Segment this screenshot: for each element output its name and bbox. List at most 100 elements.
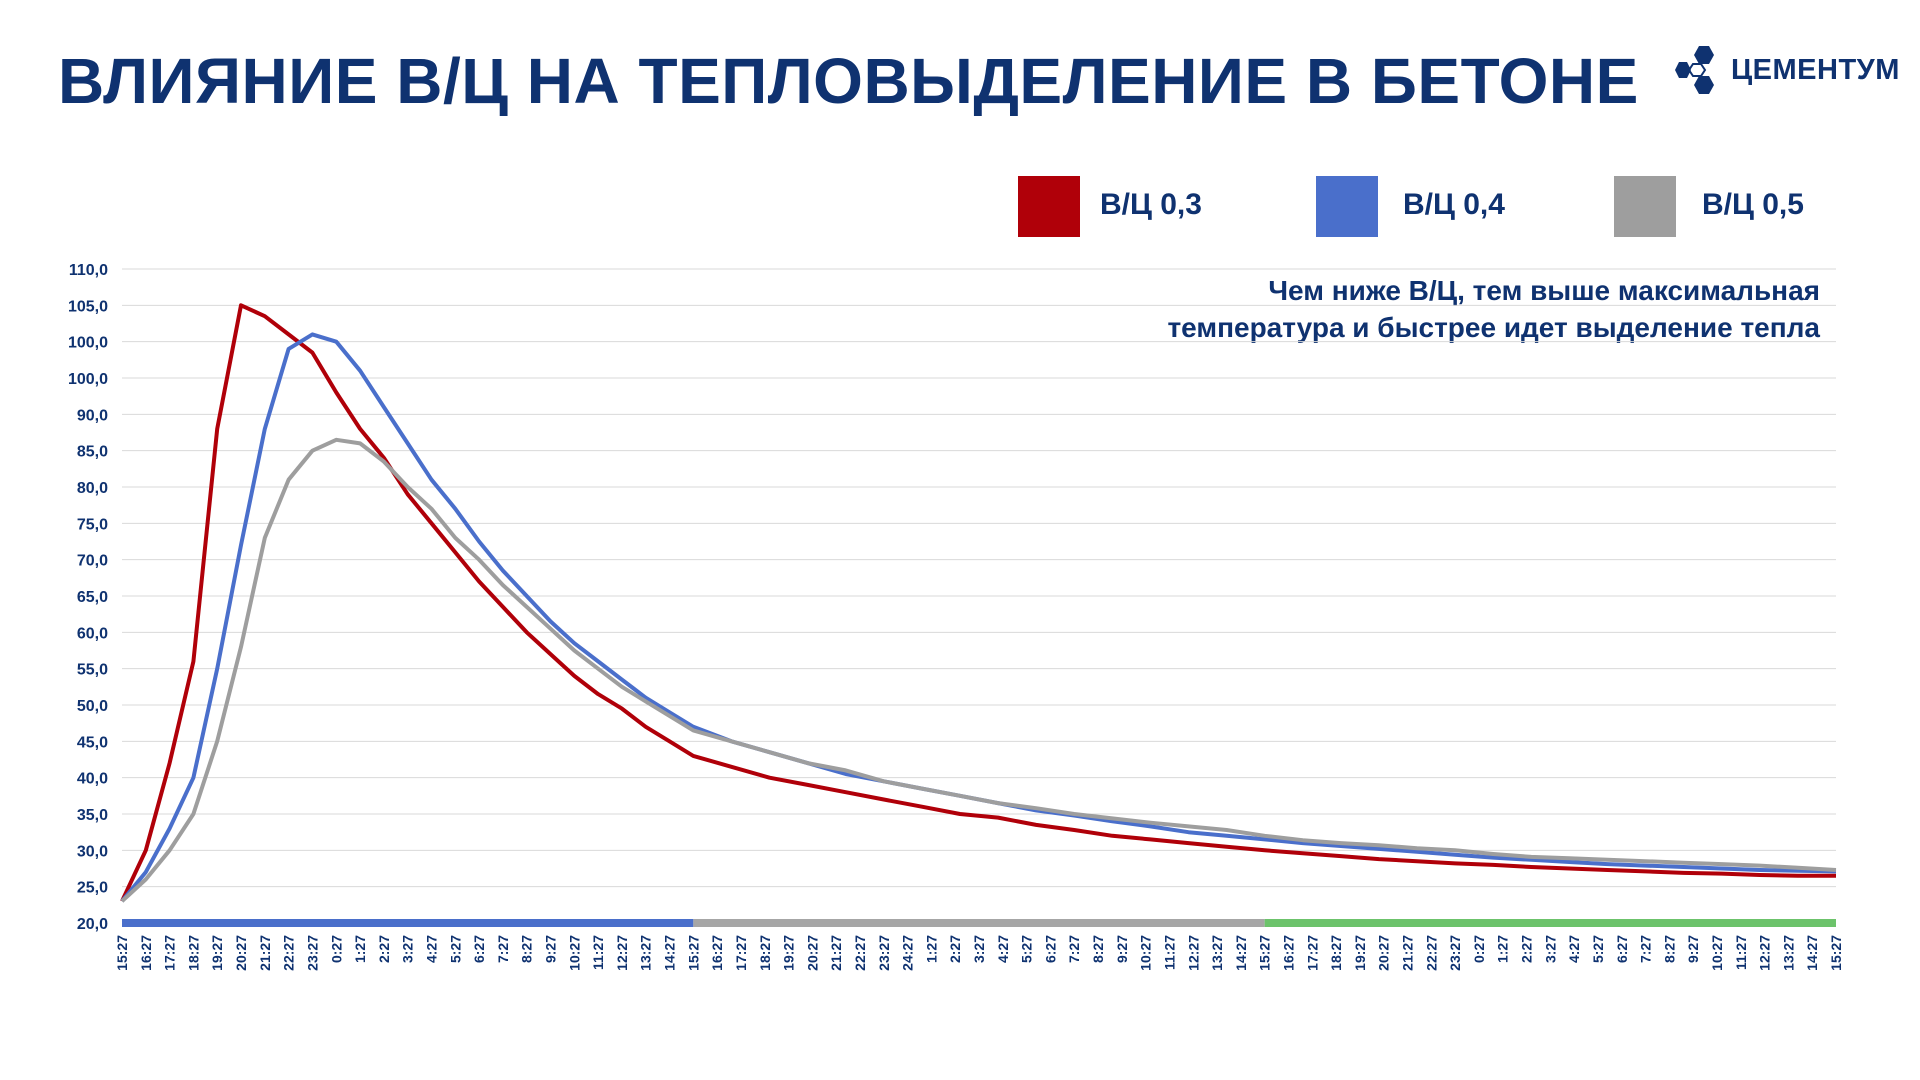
x-tick-label: 14:27 — [662, 935, 678, 971]
x-tick-label: 2:27 — [376, 935, 392, 963]
time-band — [122, 919, 694, 927]
x-tick-label: 20:27 — [233, 935, 249, 971]
x-tick-label: 16:27 — [709, 935, 725, 971]
x-tick-label: 12:27 — [1185, 935, 1201, 971]
y-axis-ticks: 20,0 25,0 30,0 35,0 40,0 45,0 50,0 55,0 60,0 65,0… — [68, 262, 108, 933]
x-tick-label: 13:27 — [1780, 935, 1796, 971]
y-tick-label: 40,0 — [77, 771, 108, 788]
x-tick-label: 7:27 — [1066, 935, 1082, 963]
x-tick-label: 19:27 — [209, 935, 225, 971]
x-tick-label: 8:27 — [1661, 935, 1677, 963]
y-tick-label: 60,0 — [77, 625, 108, 642]
x-tick-label: 2:27 — [947, 935, 963, 963]
hexagon-logo-icon — [1675, 46, 1714, 94]
x-axis-ticks: 15:27 16:27 17:27 18:27 19:27 20:27 21:27 22:27… — [114, 935, 1844, 971]
y-tick-label: 100,0 — [68, 371, 108, 388]
x-tick-label: 0:27 — [1471, 935, 1487, 963]
legend-label-wc03: В/Ц 0,3 — [1100, 188, 1202, 221]
x-tick-label: 24:27 — [900, 935, 916, 971]
x-tick-label: 16:27 — [1280, 935, 1296, 971]
logo-text: ЦЕМЕНТУМ — [1731, 54, 1900, 86]
x-tick-label: 13:27 — [638, 935, 654, 971]
x-tick-label: 11:27 — [1161, 935, 1177, 970]
annotation-line-1: Чем ниже В/Ц, тем выше максимальная — [1268, 275, 1820, 306]
page-title: ВЛИЯНИЕ В/Ц НА ТЕПЛОВЫДЕЛЕНИЕ В БЕТОНЕ — [58, 45, 1639, 117]
chart-grid — [122, 268, 1836, 888]
x-tick-label: 5:27 — [1590, 935, 1606, 963]
x-tick-label: 4:27 — [423, 935, 439, 963]
y-tick-label: 30,0 — [77, 843, 108, 860]
x-tick-label: 22:27 — [852, 935, 868, 971]
x-tick-label: 9:27 — [1114, 935, 1130, 963]
legend-swatch-wc04 — [1316, 176, 1378, 237]
y-tick-label: 75,0 — [77, 516, 108, 533]
legend-swatch-wc05 — [1614, 176, 1676, 237]
x-tick-label: 6:27 — [471, 935, 487, 963]
time-bands — [122, 919, 1836, 927]
y-tick-label: 110,0 — [69, 262, 108, 279]
x-tick-label: 3:27 — [1542, 935, 1558, 963]
x-tick-label: 15:27 — [1257, 935, 1273, 971]
x-tick-label: 18:27 — [1328, 935, 1344, 971]
series-lines — [120, 303, 1837, 903]
x-tick-label: 9:27 — [543, 935, 559, 963]
x-tick-label: 10:27 — [1709, 935, 1725, 971]
y-tick-label: 100,0 — [68, 335, 108, 352]
x-tick-label: 1:27 — [1495, 935, 1511, 963]
x-tick-label: 1:27 — [923, 935, 939, 963]
x-tick-label: 23:27 — [1447, 935, 1463, 971]
x-tick-label: 21:27 — [1400, 935, 1416, 971]
x-tick-label: 22:27 — [1423, 935, 1439, 971]
x-tick-label: 17:27 — [162, 935, 178, 971]
x-tick-label: 20:27 — [1376, 935, 1392, 971]
x-tick-label: 22:27 — [281, 935, 297, 971]
y-tick-label: 90,0 — [77, 407, 108, 424]
x-tick-label: 16:27 — [138, 935, 154, 971]
x-tick-label: 12:27 — [614, 935, 630, 971]
time-band — [1264, 919, 1836, 927]
x-tick-label: 23:27 — [304, 935, 320, 971]
y-tick-label: 50,0 — [77, 698, 108, 715]
x-tick-label: 8:27 — [1090, 935, 1106, 963]
x-tick-label: 4:27 — [1566, 935, 1582, 963]
x-tick-label: 20:27 — [804, 935, 820, 971]
x-tick-label: 6:27 — [1042, 935, 1058, 963]
x-tick-label: 18:27 — [757, 935, 773, 971]
x-tick-label: 2:27 — [1519, 935, 1535, 963]
y-tick-label: 25,0 — [77, 880, 108, 897]
x-tick-label: 12:27 — [1757, 935, 1773, 971]
x-tick-label: 23:27 — [876, 935, 892, 971]
x-tick-label: 17:27 — [733, 935, 749, 971]
x-tick-label: 10:27 — [566, 935, 582, 971]
x-tick-label: 21:27 — [828, 935, 844, 971]
y-tick-label: 105,0 — [68, 298, 108, 315]
x-tick-label: 3:27 — [971, 935, 987, 963]
annotation-line-2: температура и быстрее идет выделение теп… — [1167, 312, 1820, 343]
x-tick-label: 9:27 — [1685, 935, 1701, 963]
x-tick-label: 5:27 — [447, 935, 463, 963]
x-tick-label: 11:27 — [590, 935, 606, 970]
x-tick-label: 15:27 — [114, 935, 130, 971]
x-tick-label: 21:27 — [257, 935, 273, 971]
x-tick-label: 14:27 — [1804, 935, 1820, 971]
legend-label-wc05: В/Ц 0,5 — [1702, 188, 1804, 221]
legend-label-wc04: В/Ц 0,4 — [1403, 188, 1505, 221]
x-tick-label: 1:27 — [352, 935, 368, 963]
y-tick-label: 80,0 — [77, 480, 108, 497]
y-tick-label: 45,0 — [77, 734, 108, 751]
x-tick-label: 8:27 — [519, 935, 535, 963]
series-line-3 — [120, 437, 1837, 903]
y-tick-label: 20,0 — [77, 916, 108, 933]
series-line-1 — [120, 303, 1836, 903]
x-tick-label: 11:27 — [1733, 935, 1749, 970]
y-tick-label: 70,0 — [77, 553, 108, 570]
x-tick-label: 13:27 — [1209, 935, 1225, 971]
x-tick-label: 4:27 — [995, 935, 1011, 963]
x-tick-label: 10:27 — [1138, 935, 1154, 971]
y-tick-label: 35,0 — [77, 807, 108, 824]
chart-annotation: Чем ниже В/Ц, тем выше максимальная темп… — [1167, 272, 1820, 346]
x-tick-label: 3:27 — [400, 935, 416, 963]
x-tick-label: 0:27 — [328, 935, 344, 963]
x-tick-label: 7:27 — [1638, 935, 1654, 963]
